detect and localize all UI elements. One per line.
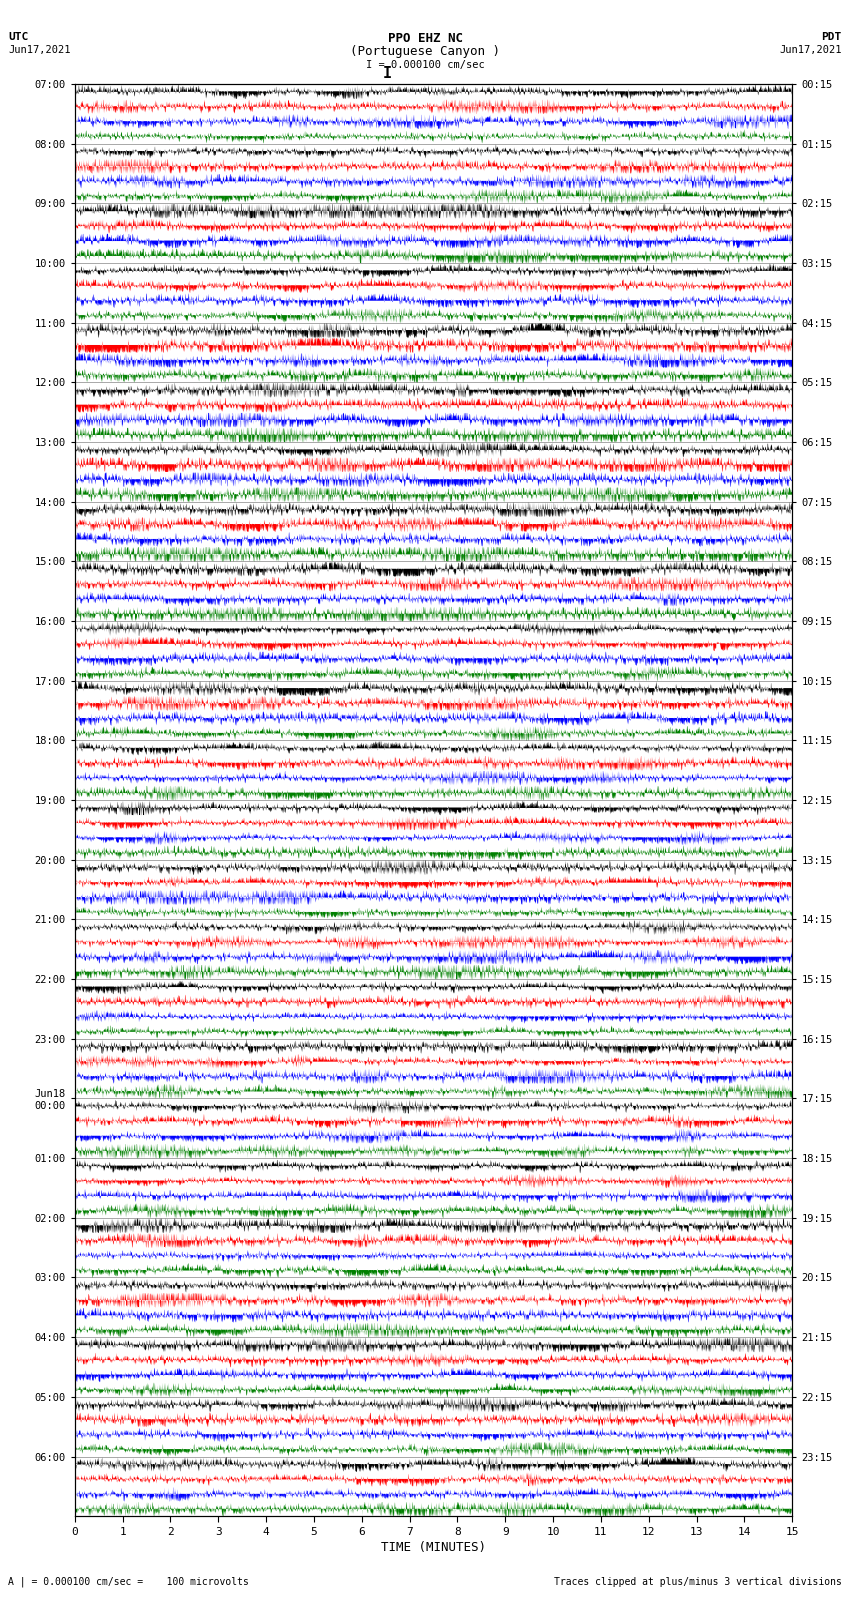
Text: PPO EHZ NC: PPO EHZ NC	[388, 32, 462, 45]
Text: Jun17,2021: Jun17,2021	[779, 45, 842, 55]
Text: I = 0.000100 cm/sec: I = 0.000100 cm/sec	[366, 60, 484, 69]
Text: UTC: UTC	[8, 32, 29, 42]
Text: PDT: PDT	[821, 32, 842, 42]
Text: A | = 0.000100 cm/sec =    100 microvolts: A | = 0.000100 cm/sec = 100 microvolts	[8, 1576, 249, 1587]
Text: I: I	[383, 66, 392, 81]
Text: Traces clipped at plus/minus 3 vertical divisions: Traces clipped at plus/minus 3 vertical …	[553, 1578, 842, 1587]
Text: (Portuguese Canyon ): (Portuguese Canyon )	[350, 45, 500, 58]
X-axis label: TIME (MINUTES): TIME (MINUTES)	[381, 1540, 486, 1553]
Text: Jun17,2021: Jun17,2021	[8, 45, 71, 55]
